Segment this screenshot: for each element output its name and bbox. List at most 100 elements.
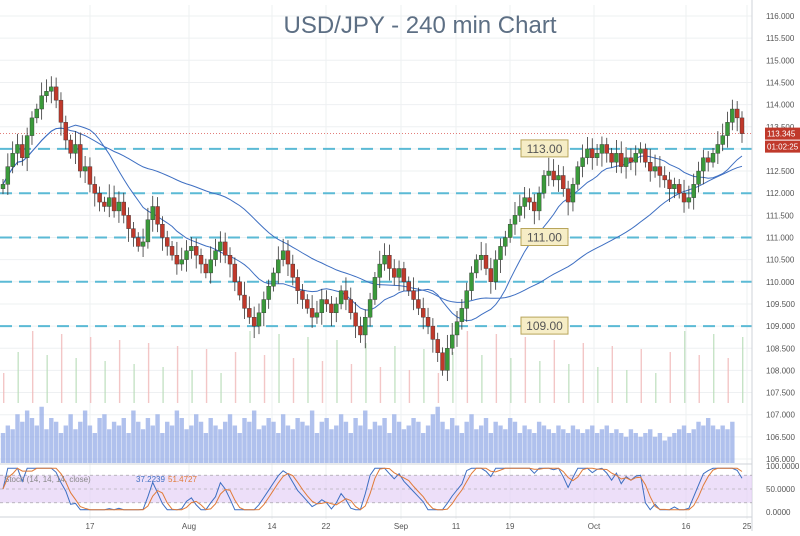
volume-bar (730, 421, 735, 463)
volume-bar (609, 433, 614, 463)
volume-bar (667, 436, 672, 463)
candles (0, 76, 745, 382)
volume-bar (367, 429, 373, 463)
candle-body (29, 117, 35, 136)
candle-body (155, 206, 160, 225)
candle-body (565, 188, 571, 203)
volume-spike (655, 373, 657, 403)
y-tick-label: 106.500 (766, 433, 795, 442)
volume-bar (440, 421, 445, 463)
candle-body (111, 197, 117, 212)
volume-bar (445, 429, 450, 463)
candle-body (290, 263, 296, 278)
volume-spike (713, 334, 715, 403)
volume-bar (314, 433, 320, 463)
candle-body (150, 206, 155, 220)
volume-bar (324, 418, 329, 463)
candle-body (232, 263, 238, 282)
candle-body (454, 321, 460, 336)
volume-spike (597, 367, 599, 403)
y-tick-label: 106.000 (766, 455, 795, 464)
volume-bar (614, 429, 619, 463)
candle-body (619, 153, 624, 167)
x-tick-label: 19 (506, 522, 515, 531)
volume-bar (570, 425, 576, 463)
volume-spike (568, 364, 570, 403)
candle-body (585, 148, 590, 158)
volume-bar (334, 425, 339, 463)
volume-bar (329, 429, 334, 463)
volume-spike (263, 355, 266, 403)
candle-body (126, 215, 131, 229)
candle-body (421, 308, 426, 318)
volume-bar (165, 421, 170, 463)
candle-body (478, 255, 484, 260)
volume-bar (10, 429, 15, 463)
candle-body (474, 259, 479, 274)
y-tick-label: 112.000 (766, 189, 795, 198)
candle-body (720, 135, 725, 145)
volume-bar (194, 414, 199, 463)
volume-bar (725, 429, 730, 463)
volume-bar (498, 425, 503, 463)
volume-bar (300, 421, 305, 463)
candle-body (256, 312, 262, 327)
candle-body (561, 175, 566, 189)
volume-bar (454, 425, 460, 463)
volume-bar (5, 425, 11, 463)
volume-bar (107, 429, 112, 463)
volume-bar (648, 429, 653, 463)
candle-body (575, 166, 580, 185)
volume-bar (24, 410, 30, 463)
candle-body (401, 268, 407, 283)
candle-body (343, 290, 349, 300)
candle-body (174, 255, 180, 265)
volume-bar (633, 433, 638, 463)
chart-title: USD/JPY - 240 min Chart (284, 12, 557, 39)
volume-spike (727, 358, 729, 403)
candle-body (338, 290, 344, 305)
volume-bar (696, 421, 701, 463)
volume-spike (176, 346, 179, 403)
candle-body (280, 250, 286, 260)
volume-spike (510, 358, 512, 403)
candle-body (503, 237, 508, 247)
volume-spike (365, 343, 367, 403)
y-tick-label: 108.000 (766, 366, 795, 375)
candle-body (39, 95, 44, 110)
y-tick-label: 111.500 (766, 211, 794, 220)
candle-body (440, 352, 445, 371)
volume-bar (338, 414, 344, 463)
volume-bar (305, 425, 310, 463)
volume-bar (392, 414, 397, 463)
volume-bar (628, 429, 634, 463)
x-tick-label: 16 (682, 522, 691, 531)
candle-body (406, 281, 411, 291)
volume-spike (742, 337, 744, 403)
volume-bar (701, 425, 706, 463)
x-tick-label: 22 (322, 522, 331, 531)
volume-bar (556, 425, 561, 463)
candle-body (285, 250, 291, 265)
candle-body (580, 157, 585, 167)
candle-body (58, 99, 64, 123)
y-tick-label: 116.000 (766, 12, 795, 21)
candle-body (251, 317, 257, 327)
candle-body (392, 268, 397, 278)
volume-spike (684, 331, 686, 403)
candle-body (570, 184, 576, 203)
volume-spike (495, 334, 498, 403)
volume-bar (140, 429, 146, 463)
volume-bar (561, 429, 566, 463)
volume-bar (49, 418, 54, 463)
volume-spike (640, 349, 642, 403)
volume-bar (493, 421, 498, 463)
oscillator-band (0, 475, 752, 503)
volume-spike (104, 361, 106, 403)
candle-body (730, 108, 735, 123)
volume-bar (652, 436, 658, 463)
y-axis: 116.000 115.500 115.000 114.500 114.000 113.5… (751, 0, 800, 531)
volume-bar (39, 406, 44, 463)
y-tick-label: 111.000 (766, 234, 794, 243)
level-label-box (520, 139, 569, 158)
